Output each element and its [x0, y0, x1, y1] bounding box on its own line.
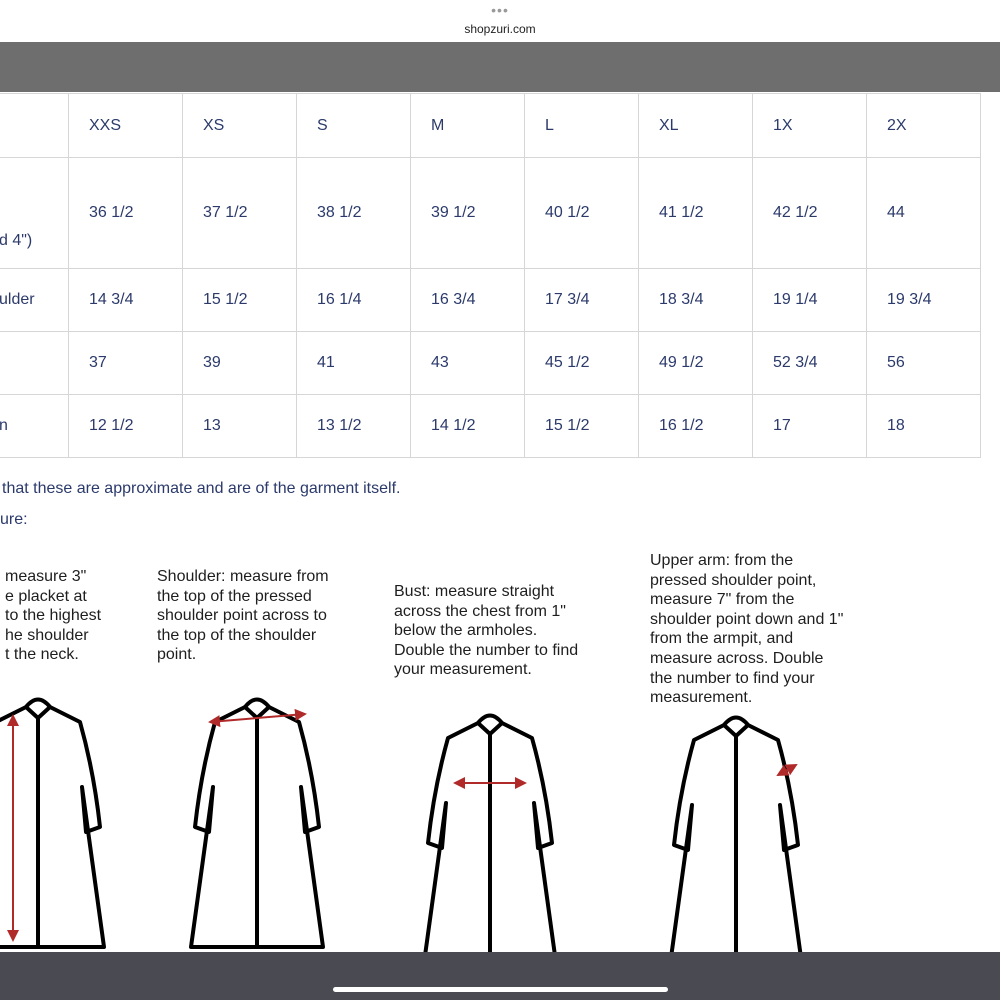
header-band: [0, 42, 1000, 92]
cell: 52 3/4: [752, 331, 867, 395]
caption-line: pressed shoulder point,: [650, 571, 817, 589]
caption-line: the number to find your: [650, 669, 815, 687]
cell: 39: [182, 331, 297, 395]
note: ure:: [0, 511, 28, 528]
cell: 16 3/4: [410, 268, 525, 332]
caption-line: across the chest from 1": [394, 602, 566, 620]
cell: 16 1/2: [638, 394, 753, 458]
caption-line: e placket at: [5, 587, 87, 605]
caption-line: he shoulder: [5, 626, 89, 644]
caption-line: to the highest: [5, 607, 102, 625]
table-row: ulder 14 3/4 15 1/2 16 1/4 16 3/4 17 3/4 18 3/…: [0, 268, 981, 332]
header-row: XXS XS S M L XL 1X 2X: [0, 93, 981, 158]
row-label: n: [0, 394, 69, 458]
caption-line: Shoulder: measure from: [157, 568, 329, 585]
cell: 17 3/4: [524, 268, 639, 332]
cell: 15 1/2: [182, 268, 297, 332]
cell: 45 1/2: [524, 331, 639, 395]
cell: 37 1/2: [182, 157, 297, 269]
caption-line: measure 7" from the: [650, 591, 795, 609]
row-label: [0, 331, 69, 395]
row-label: ulder: [0, 268, 69, 332]
cell: 42 1/2: [752, 157, 867, 269]
caption-line: Double the number to find: [394, 641, 579, 659]
caption-line: the top of the pressed: [157, 587, 312, 605]
caption-line: Bust: measure straight: [394, 583, 555, 600]
caption-line: the top of the shoulder: [157, 626, 317, 644]
cell: 12 1/2: [68, 394, 183, 458]
header-cell: L: [524, 93, 639, 158]
cell: 17: [752, 394, 867, 458]
caption-line: shoulder point across to: [157, 607, 327, 625]
cell: 40 1/2: [524, 157, 639, 269]
cell: 13: [182, 394, 297, 458]
cell: 49 1/2: [638, 331, 753, 395]
note: that these are approximate and are of th…: [2, 480, 401, 497]
size-table: XXS XS S M L XL 1X 2X d 4") 36 1/2 37 1/2 38 1/2 39 …: [0, 93, 981, 458]
caption-line: Upper arm: from the: [650, 552, 794, 569]
url[interactable]: shopzuri.com: [464, 22, 536, 36]
cell: 44: [866, 157, 981, 269]
cell: 18: [866, 394, 981, 458]
table-row: 37 39 41 43 45 1/2 49 1/2 52 3/4 56: [0, 331, 981, 395]
table-row: n 12 1/2 13 13 1/2 14 1/2 15 1/2 16 1/2 17 18: [0, 394, 981, 458]
caption: Shoulder: measure from the top of the pre…: [157, 567, 329, 665]
coat: [422, 713, 558, 965]
cell: 43: [410, 331, 525, 395]
bottom-bar: [0, 952, 1000, 1000]
cell: 56: [866, 331, 981, 395]
caption-line: measurement.: [650, 689, 753, 707]
row-label: d 4"): [0, 157, 69, 269]
cell: 19 3/4: [866, 268, 981, 332]
caption: measure 3" e placket at to the highest he s…: [5, 567, 101, 665]
coat: [0, 697, 106, 949]
caption: Upper arm: from the pressed shoulder poin…: [650, 551, 843, 708]
coat: [189, 697, 325, 949]
browser-bar: ••• shopzuri.com: [0, 0, 1000, 42]
caption-line: from the armpit, and: [650, 630, 794, 648]
caption-line: measure across. Double: [650, 649, 824, 667]
caption-line: measure 3": [5, 568, 87, 585]
cell: 14 3/4: [68, 268, 183, 332]
table-row: d 4") 36 1/2 37 1/2 38 1/2 39 1/2 40 1/2 41 1/…: [0, 157, 981, 269]
cell: 14 1/2: [410, 394, 525, 458]
caption-line: below the armholes.: [394, 622, 538, 640]
cell: 41: [296, 331, 411, 395]
home-indicator[interactable]: [333, 987, 668, 992]
caption-line: shoulder point down and 1": [650, 610, 844, 628]
cell: 13 1/2: [296, 394, 411, 458]
cell: 16 1/4: [296, 268, 411, 332]
arrow: [208, 708, 307, 728]
caption-line: t the neck.: [5, 646, 79, 664]
caption-line: your measurement.: [394, 661, 532, 679]
arrow: [776, 764, 798, 776]
cell: 39 1/2: [410, 157, 525, 269]
tab-dots[interactable]: •••: [491, 2, 509, 18]
caption-line: point.: [157, 646, 197, 664]
caption: Bust: measure straight across the chest f…: [394, 582, 578, 680]
coat: [668, 715, 804, 967]
